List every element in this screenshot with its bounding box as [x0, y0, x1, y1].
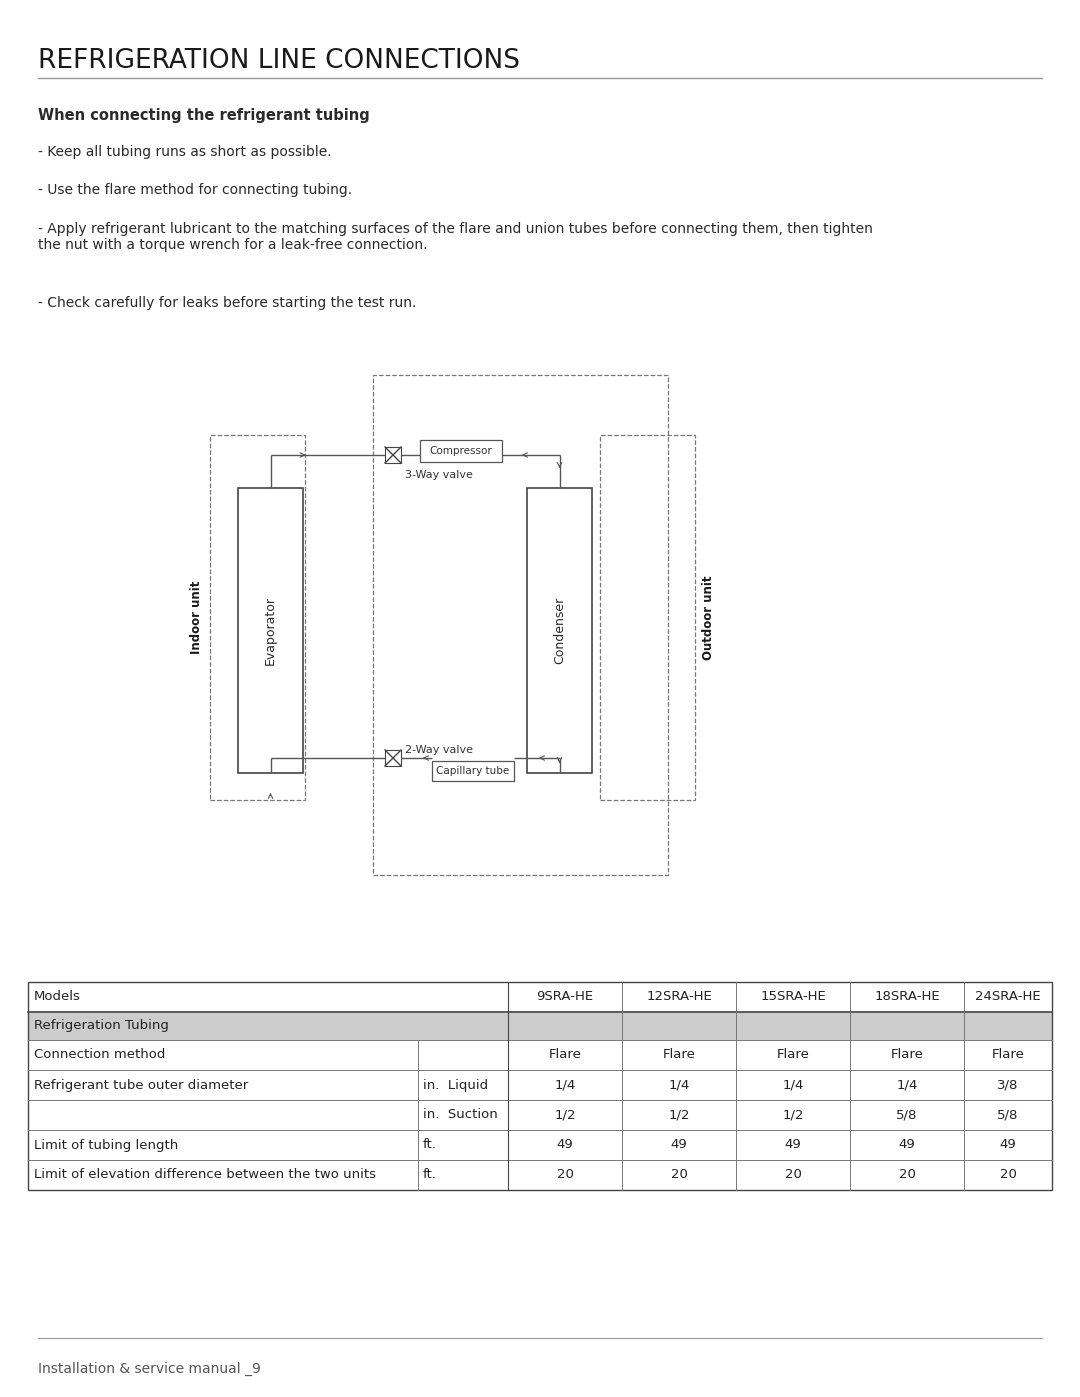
Text: - Keep all tubing runs as short as possible.: - Keep all tubing runs as short as possi… [38, 145, 332, 159]
Text: 5/8: 5/8 [997, 1108, 1018, 1122]
Bar [28, 1070, 1052, 1099]
Text: ft.: ft. [423, 1168, 437, 1182]
Text: Connection method: Connection method [33, 1049, 165, 1062]
Text: - Apply refrigerant lubricant to the matching surfaces of the flare and union tu: - Apply refrigerant lubricant to the mat… [38, 222, 873, 253]
Text: Flare: Flare [549, 1049, 581, 1062]
Text: Limit of elevation difference between the two units: Limit of elevation difference between th… [33, 1168, 376, 1182]
Text: in.  Liquid: in. Liquid [423, 1078, 488, 1091]
Text: 3/8: 3/8 [997, 1078, 1018, 1091]
Text: 1/4: 1/4 [782, 1078, 804, 1091]
Text: Indoor unit: Indoor unit [190, 581, 203, 654]
Text: Condenser: Condenser [553, 597, 566, 664]
Text: ft.: ft. [423, 1139, 437, 1151]
Text: Flare: Flare [891, 1049, 923, 1062]
Bar [432, 761, 514, 781]
Bar [373, 374, 669, 875]
Text: Compressor: Compressor [430, 446, 492, 455]
Text: 1/4: 1/4 [669, 1078, 690, 1091]
Bar [28, 1160, 1052, 1190]
Text: 12SRA-HE: 12SRA-HE [646, 990, 712, 1003]
Text: 3-Way valve: 3-Way valve [405, 469, 473, 481]
Bar [210, 434, 305, 800]
Text: 2-Way valve: 2-Way valve [405, 745, 473, 754]
Text: 1/2: 1/2 [554, 1108, 576, 1122]
Text: 5/8: 5/8 [896, 1108, 918, 1122]
Text: Refrigeration Tubing: Refrigeration Tubing [33, 1020, 168, 1032]
Text: Flare: Flare [777, 1049, 809, 1062]
Bar [420, 440, 502, 462]
Text: Refrigerant tube outer diameter: Refrigerant tube outer diameter [33, 1078, 248, 1091]
Bar [28, 1130, 1052, 1160]
Bar [527, 488, 592, 773]
Text: 9SRA-HE: 9SRA-HE [537, 990, 594, 1003]
Text: REFRIGERATION LINE CONNECTIONS: REFRIGERATION LINE CONNECTIONS [38, 47, 519, 74]
Bar [384, 750, 401, 766]
Text: 49: 49 [556, 1139, 573, 1151]
Bar [28, 982, 1052, 1011]
Text: 1/2: 1/2 [782, 1108, 804, 1122]
Text: - Check carefully for leaks before starting the test run.: - Check carefully for leaks before start… [38, 296, 417, 310]
Text: 24SRA-HE: 24SRA-HE [975, 990, 1041, 1003]
Text: Capillary tube: Capillary tube [436, 766, 510, 775]
Text: 20: 20 [899, 1168, 916, 1182]
Text: 49: 49 [785, 1139, 801, 1151]
Bar [28, 1039, 1052, 1070]
Text: 1/2: 1/2 [669, 1108, 690, 1122]
Text: 15SRA-HE: 15SRA-HE [760, 990, 826, 1003]
Bar [28, 1011, 1052, 1039]
Text: Evaporator: Evaporator [264, 597, 276, 665]
Text: Flare: Flare [662, 1049, 696, 1062]
Text: 1/4: 1/4 [554, 1078, 576, 1091]
Text: Models: Models [33, 990, 81, 1003]
Text: 18SRA-HE: 18SRA-HE [874, 990, 940, 1003]
Text: When connecting the refrigerant tubing: When connecting the refrigerant tubing [38, 108, 369, 123]
Text: - Use the flare method for connecting tubing.: - Use the flare method for connecting tu… [38, 183, 352, 197]
Text: Installation & service manual _9: Installation & service manual _9 [38, 1362, 261, 1376]
Text: 49: 49 [899, 1139, 916, 1151]
Text: 20: 20 [556, 1168, 573, 1182]
Bar [238, 488, 303, 773]
Text: 20: 20 [671, 1168, 688, 1182]
Text: Flare: Flare [991, 1049, 1025, 1062]
Bar [28, 982, 1052, 1190]
Bar [28, 1099, 1052, 1130]
Text: 49: 49 [671, 1139, 687, 1151]
Text: in.  Suction: in. Suction [423, 1108, 498, 1122]
Text: 49: 49 [1000, 1139, 1016, 1151]
Bar [600, 434, 696, 800]
Text: 1/4: 1/4 [896, 1078, 918, 1091]
Text: Limit of tubing length: Limit of tubing length [33, 1139, 178, 1151]
Bar [384, 447, 401, 462]
Text: 20: 20 [784, 1168, 801, 1182]
Text: Outdoor unit: Outdoor unit [702, 576, 715, 659]
Text: 20: 20 [1000, 1168, 1016, 1182]
